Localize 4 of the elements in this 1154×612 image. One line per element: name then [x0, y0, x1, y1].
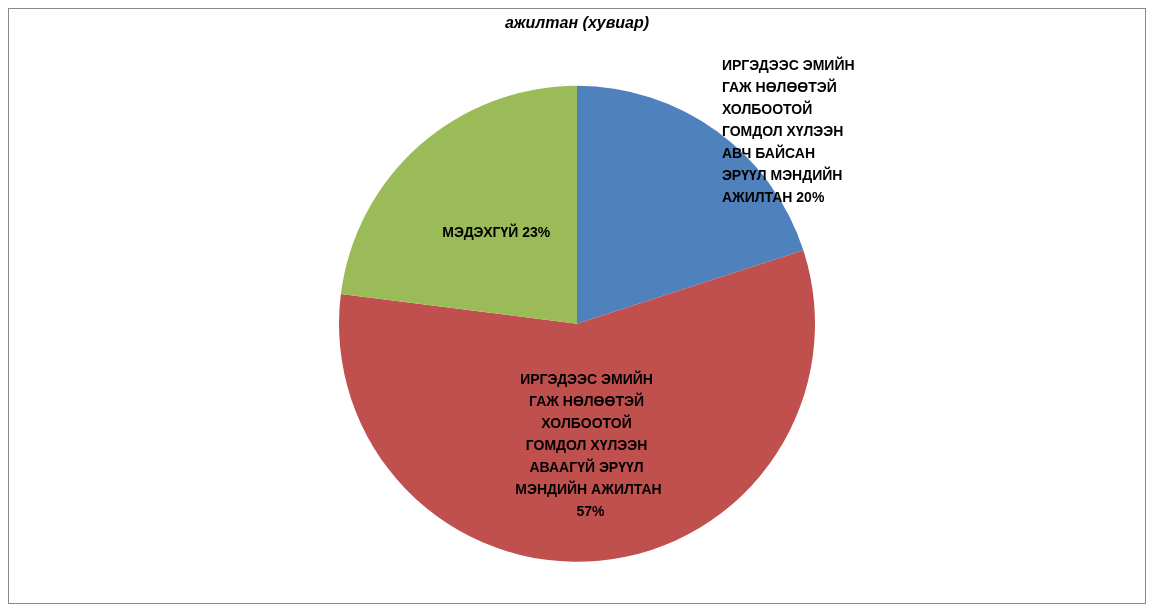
- slice-label: МЭДЭХГҮЙ 23%: [442, 223, 551, 241]
- chart-title: ажилтан (хувиар): [504, 13, 650, 31]
- slice-label: ИРГЭДЭЭС ЭМИЙН ГАЖ НӨЛӨӨТЭЙ ХОЛБООТОЙ ГОМДОЛ ХҮЛЭЭН АВААГҮЙ ЭРҮҮЛ МЭНДИЙН АЖИЛТАН: [515, 370, 662, 498]
- data-label: 57%: [572, 503, 605, 520]
